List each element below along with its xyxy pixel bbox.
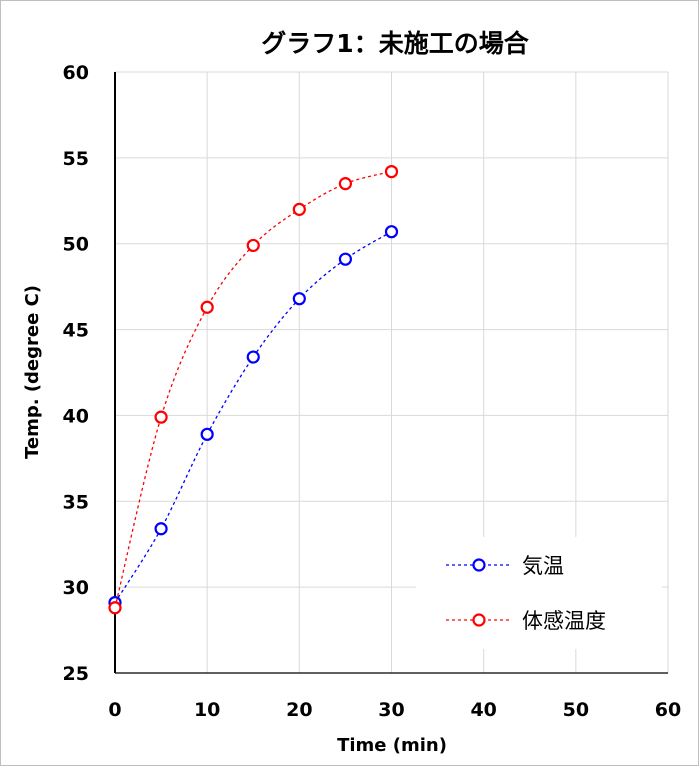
series-line — [114, 170, 392, 608]
y-axis-title: Temp. (degree C) — [22, 285, 43, 459]
chart-title: グラフ1：未施工の場合 — [261, 29, 529, 58]
legend-label: 体感温度 — [522, 609, 606, 633]
data-point — [108, 601, 122, 615]
legend-marker — [472, 613, 486, 627]
y-tick-label: 50 — [63, 234, 89, 256]
y-tick-label: 45 — [63, 320, 89, 342]
legend-marker — [472, 558, 486, 572]
data-point — [154, 410, 168, 424]
x-tick-label: 30 — [378, 699, 404, 721]
x-tick-label: 40 — [470, 699, 496, 721]
y-tick-label: 40 — [63, 405, 89, 427]
data-point — [338, 177, 353, 191]
axes — [114, 72, 668, 674]
x-tick-label: 20 — [286, 699, 312, 721]
x-tick-label: 10 — [194, 699, 220, 721]
data-point — [200, 300, 214, 314]
series-2 — [108, 164, 399, 615]
data-point — [384, 225, 399, 239]
y-tick-label: 35 — [63, 491, 89, 513]
data-point — [292, 202, 306, 216]
x-tick-label: 0 — [108, 699, 121, 721]
x-axis-title: Time (min) — [337, 735, 447, 756]
y-tick-label: 25 — [63, 663, 89, 685]
y-tick-label: 30 — [63, 577, 89, 599]
data-point — [246, 238, 260, 253]
legend-background — [416, 537, 662, 649]
x-tick-label: 60 — [655, 699, 681, 721]
y-tick-label: 60 — [63, 62, 89, 84]
series-1 — [108, 225, 399, 610]
data-point — [338, 252, 353, 266]
data-point — [292, 292, 306, 306]
tick-labels: 25 30 35 40 45 50 55 60 0 10 20 30 40 50 60 — [63, 62, 682, 721]
plot-series — [108, 164, 399, 615]
data-point — [154, 522, 168, 536]
x-tick-label: 50 — [563, 699, 589, 721]
data-point — [200, 427, 214, 441]
data-point — [384, 164, 399, 179]
data-point — [246, 350, 260, 364]
legend-label: 気温 — [522, 554, 564, 578]
y-tick-label: 55 — [63, 148, 89, 170]
